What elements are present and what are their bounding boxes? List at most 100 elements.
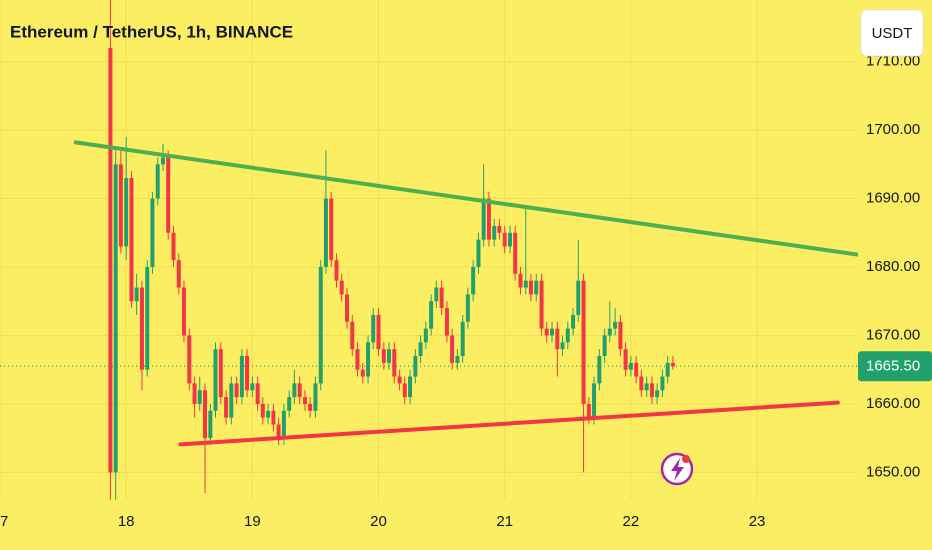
candle-body [360,369,365,377]
candle-body [129,178,134,302]
candle-body [539,280,544,329]
candle-body [318,267,323,384]
candle-body [218,349,223,398]
candle-body [502,232,507,247]
candle-body [150,198,155,268]
candle-body [544,328,549,336]
candle-body [402,383,407,398]
candle-body [203,390,208,439]
candle-body [339,280,344,295]
candle-body [239,356,244,398]
candle-body [245,356,250,391]
candle-body [197,390,202,404]
candle-body [607,328,612,336]
candle-body [355,349,360,370]
candle-body [423,328,428,343]
candle-body [387,349,392,363]
candle-body [586,403,591,418]
candle-body [344,294,349,322]
candle-body [371,314,376,343]
candle-body [550,328,555,336]
candle-body [486,198,491,240]
candle-body [334,260,339,281]
candle-body [255,383,260,404]
candle-body [518,273,523,288]
candle-body [313,383,318,411]
candle-body [297,383,302,398]
candle-body [434,287,439,302]
button-background[interactable] [860,9,924,57]
candle-body [481,198,486,240]
candle-body [250,383,255,391]
plot-area [0,0,858,500]
candle-body [292,383,297,398]
candle-body [113,164,118,473]
icon-bolt[interactable] [671,458,684,481]
candle-body [145,267,150,370]
button-label[interactable]: USDT [872,25,913,42]
trendline [73,140,858,257]
candle-body [492,225,497,240]
last-price-label: 1665.50 [866,357,920,374]
candle-body [444,308,449,336]
x-tick-label: 20 [370,513,387,530]
candle-body [508,232,513,247]
x-tick-label: 18 [118,513,135,530]
candle-body [476,239,481,268]
candle-body [560,342,565,350]
candle-body [171,232,176,261]
candle-body [639,376,644,391]
candle-body [366,342,371,377]
candle-body [187,335,192,384]
candle-body [623,349,628,370]
icon-dot[interactable] [682,455,690,463]
candle-body [281,410,286,439]
candle-body [534,280,539,295]
candle-body [618,321,623,350]
candle-body [208,410,213,439]
candle-body [271,410,276,425]
candle-body [471,267,476,295]
candle-body [392,349,397,377]
candle-body [460,321,465,357]
candle-body [166,157,171,233]
candle-body [592,383,597,418]
candle-body [628,362,633,370]
candle-body [181,287,186,336]
candle-body [413,356,418,377]
candle-body [302,397,307,404]
candle-body [439,287,444,309]
candle-body [523,280,528,288]
candle-body [376,314,381,350]
candle-body [139,287,144,370]
currency-button[interactable]: USDT [860,9,924,57]
candle-body [161,157,166,165]
y-tick-label: 1680.00 [866,258,920,275]
candle-body [155,164,160,199]
candle-body [381,349,386,363]
candle-body [266,410,271,418]
x-tick-label: 17 [0,513,8,530]
candle-body [644,383,649,391]
candle-body [660,376,665,391]
chart-title: Ethereum / TetherUS, 1h, BINANCE [10,22,293,41]
candle-body [176,260,181,288]
candle-body [134,287,139,302]
candle-body [450,335,455,363]
x-tick-label: 19 [244,513,261,530]
candle-body [455,356,460,363]
candle-body [613,321,618,329]
candle-body [497,225,502,233]
candle-body [581,280,586,404]
candle-body [192,383,197,404]
candle-body [571,314,576,329]
lightning-icon[interactable] [660,452,694,486]
candle-body [329,198,334,261]
candle-body [323,198,328,268]
candle-body [576,280,581,315]
candle-body [287,397,292,411]
candle-body [118,164,123,247]
candle-body [649,383,654,398]
y-tick-label: 1670.00 [866,326,920,343]
